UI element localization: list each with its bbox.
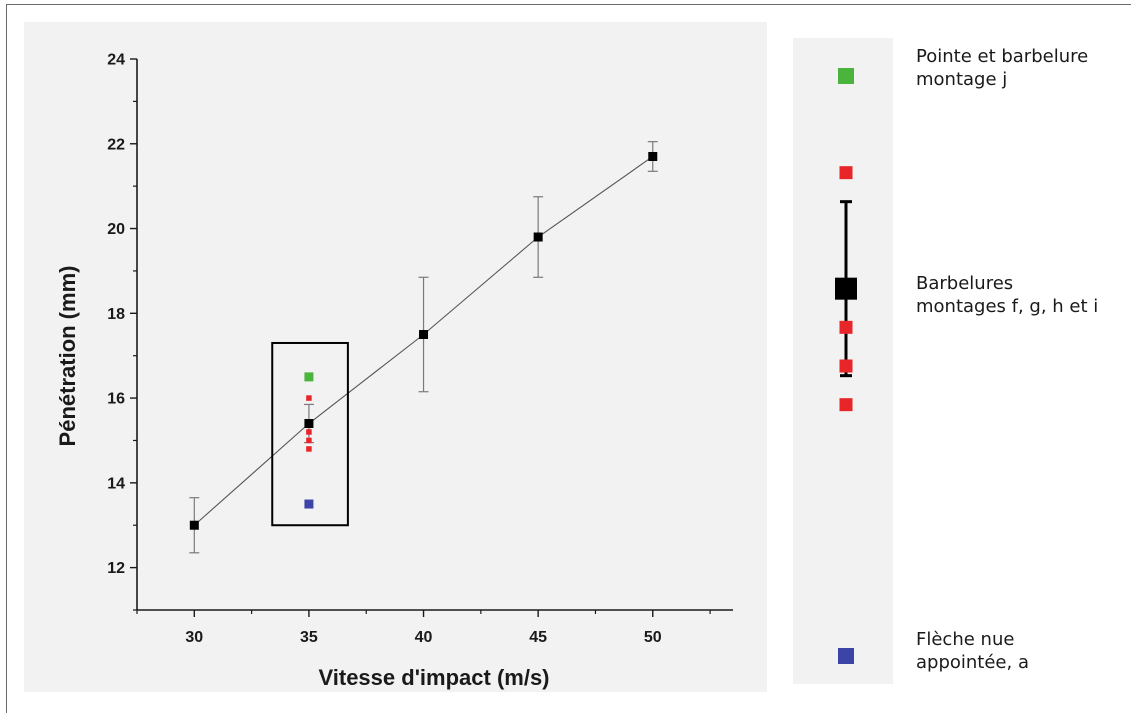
data-point: [304, 419, 314, 429]
legend-label-blue-line1: Flèche nue: [916, 629, 1015, 650]
x-axis-label: Vitesse d'impact (m/s): [318, 665, 549, 690]
data-point: [306, 429, 312, 435]
data-point: [304, 372, 314, 382]
legend-marks: [835, 68, 857, 664]
figure-frame: [6, 4, 1131, 713]
y-tick-label: 12: [107, 560, 125, 577]
legend-marker-red: [839, 398, 853, 412]
legend-label-blue: Flèche nue appointée, a: [916, 628, 1029, 674]
highlight-box: [271, 341, 349, 527]
y-tick-label: 18: [107, 306, 125, 323]
y-tick-label: 22: [107, 136, 125, 153]
data-point: [533, 232, 543, 242]
legend-label-black-line2: montages f, g, h et i: [916, 296, 1099, 317]
data-point: [419, 330, 429, 339]
x-tick-label: 30: [185, 629, 203, 646]
data-marks: [189, 141, 658, 554]
y-axis-label: Pénétration (mm): [55, 266, 80, 447]
data-point: [189, 520, 199, 530]
legend-label-green-line1: Pointe et barbelure: [916, 46, 1089, 67]
legend-marker-red: [839, 166, 853, 180]
y-tick-label: 16: [107, 391, 125, 408]
y-tick-label: 14: [107, 475, 125, 492]
data-point: [304, 499, 314, 509]
plot-panel-background: [24, 22, 767, 692]
data-point: [306, 395, 312, 401]
x-tick-label: 40: [415, 629, 433, 646]
legend-marker-green: [838, 68, 854, 84]
legend-marker-red: [839, 359, 853, 373]
legend-marker-mean: [835, 277, 857, 300]
legend-label-black-line1: Barbelures: [916, 273, 1014, 294]
y-tick-label: 20: [107, 221, 125, 238]
legend-label-green-line2: montage j: [916, 69, 1008, 90]
y-tick-label: 24: [107, 52, 125, 69]
data-point: [648, 151, 658, 161]
legend-marker-red: [839, 320, 853, 334]
legend-label-black: Barbelures montages f, g, h et i: [916, 272, 1098, 318]
data-point: [306, 437, 312, 444]
axes: 12 14 16 18 20 22 24 30 35 40 45 50: [107, 52, 733, 646]
data-point: [306, 446, 312, 452]
x-tick-label: 35: [300, 629, 318, 646]
legend-label-blue-line2: appointée, a: [916, 652, 1029, 673]
legend-label-green: Pointe et barbelure montage j: [916, 45, 1088, 91]
x-tick-label: 50: [644, 629, 662, 646]
legend-marker-blue: [838, 648, 854, 664]
x-tick-label: 45: [529, 629, 547, 646]
